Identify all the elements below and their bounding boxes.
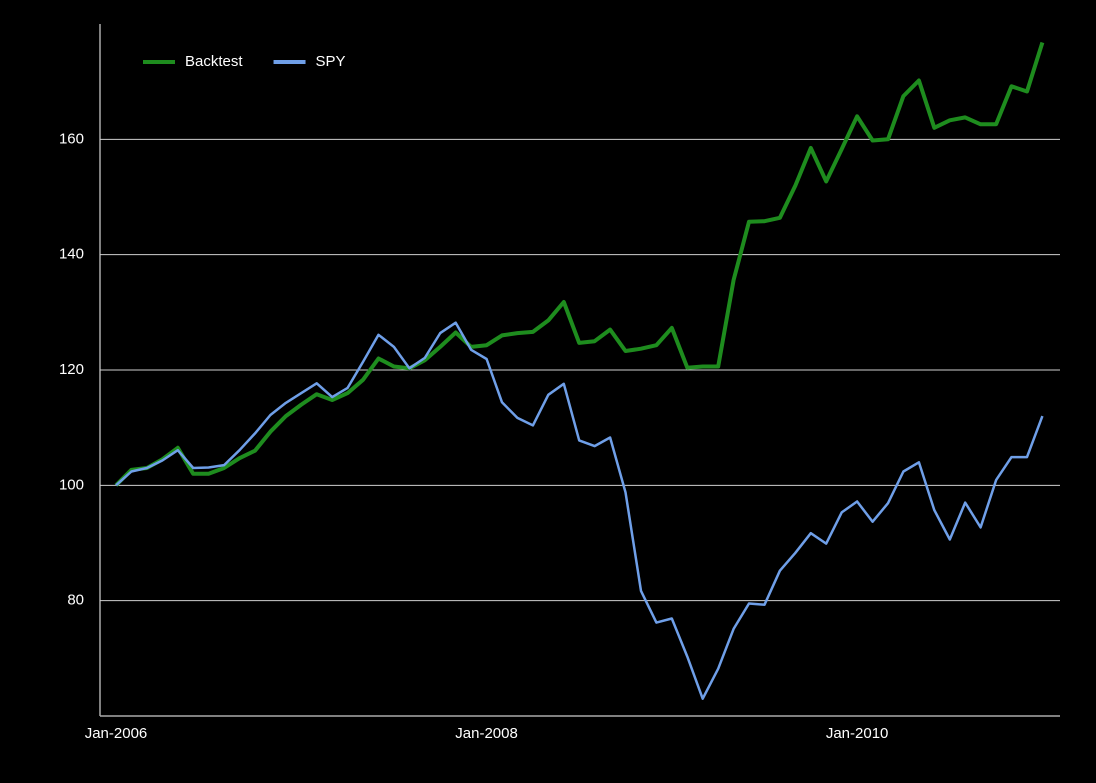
- series-line: [115, 321, 1044, 700]
- y-tick-label: 160: [59, 130, 84, 147]
- x-tick-label: Jan-2008: [455, 725, 518, 742]
- legend-label: Backtest: [185, 53, 243, 70]
- y-tick-label: 120: [59, 361, 84, 378]
- y-tick-label: 80: [67, 592, 84, 609]
- y-tick-label: 140: [59, 246, 84, 263]
- legend-label: SPY: [316, 53, 346, 70]
- series-line: [114, 41, 1045, 487]
- x-tick-label: Jan-2010: [826, 725, 889, 742]
- y-tick-label: 100: [59, 476, 84, 493]
- x-tick-label: Jan-2006: [85, 725, 148, 742]
